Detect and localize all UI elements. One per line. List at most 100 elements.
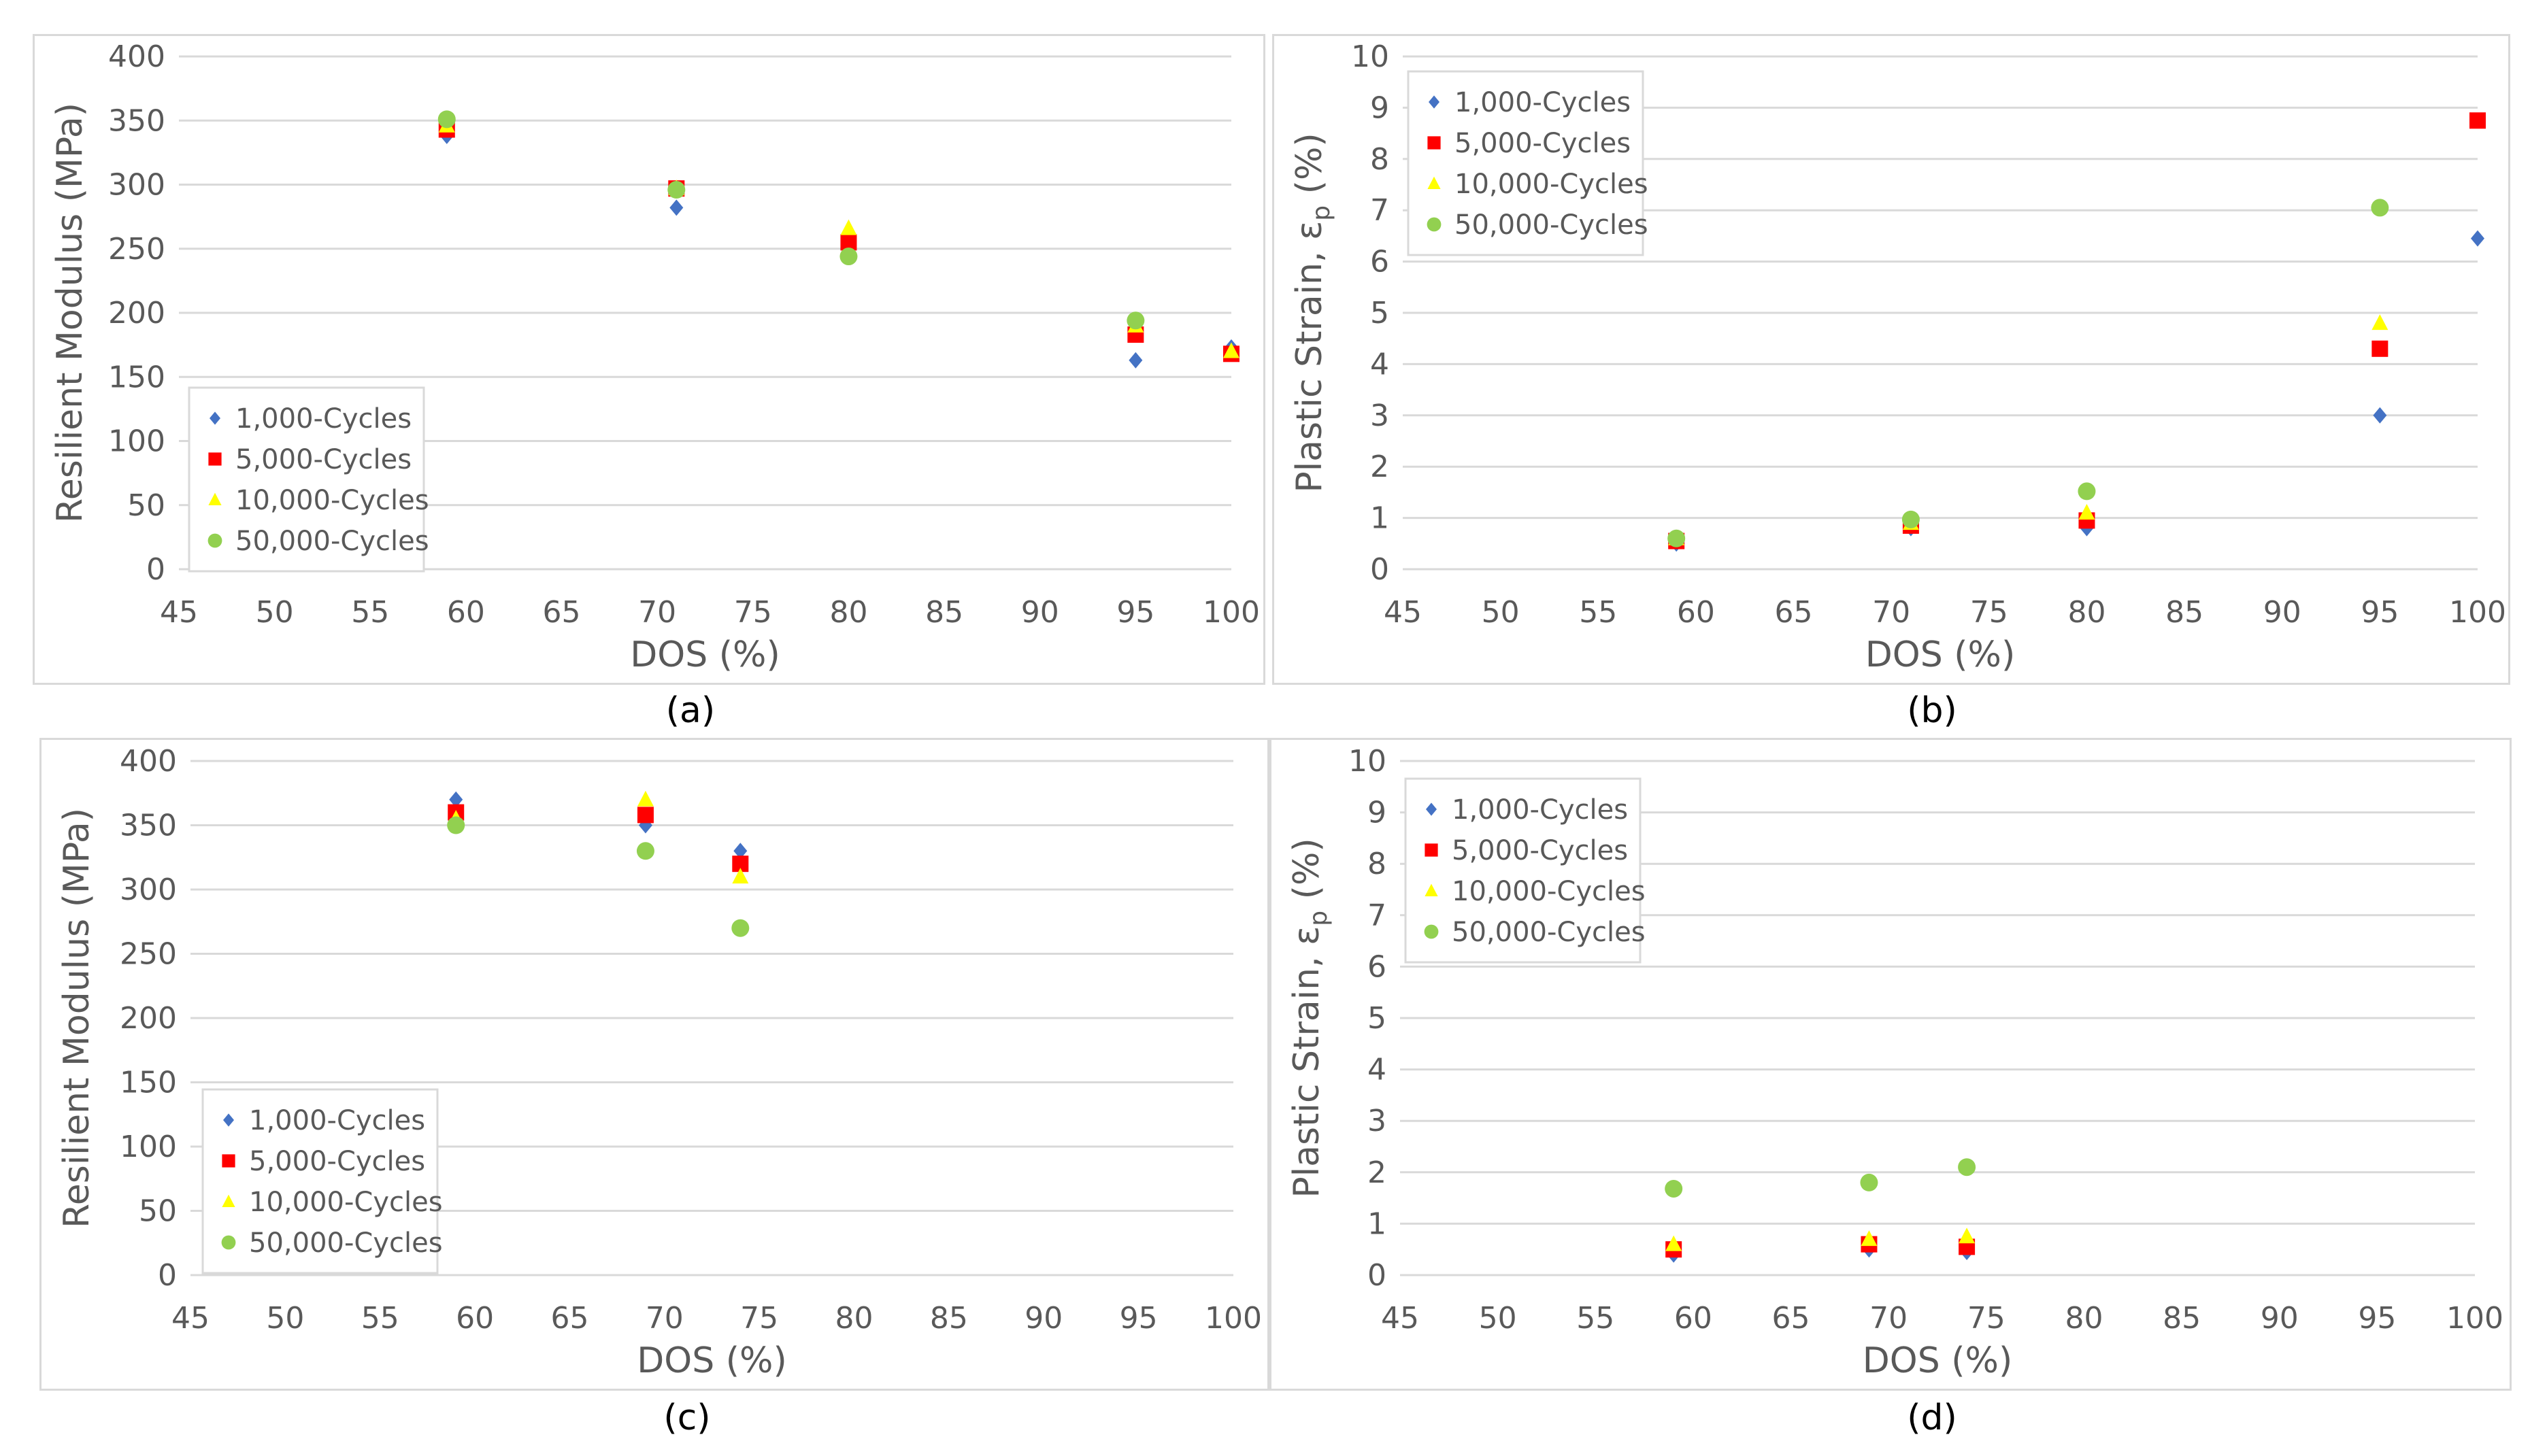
y-tick-label: 350 bbox=[120, 809, 177, 843]
x-tick-label: 95 bbox=[2358, 1301, 2396, 1336]
data-point bbox=[2078, 482, 2096, 501]
legend-box bbox=[1404, 777, 1642, 964]
legend-label: 10,000-Cycles bbox=[235, 485, 429, 516]
x-tick-label: 100 bbox=[2449, 595, 2506, 630]
y-tick-label: 2 bbox=[1370, 450, 1389, 484]
data-point bbox=[2373, 407, 2387, 424]
legend-label: 10,000-Cycles bbox=[249, 1187, 443, 1218]
x-tick-label: 65 bbox=[1772, 1301, 1810, 1336]
x-axis-title: DOS (%) bbox=[637, 1340, 787, 1381]
chart-a: 0 50 100 150 200 250 300 350 400 45 50 55 60 65 70 75 80… bbox=[50, 39, 1260, 675]
x-tick-label: 65 bbox=[543, 595, 581, 630]
y-tick-label: 100 bbox=[108, 424, 165, 459]
x-tick-label: 45 bbox=[1381, 1301, 1419, 1336]
data-point bbox=[447, 816, 465, 834]
legend: 1,000-Cycles 5,000-Cycles 10,000-Cycles 50,… bbox=[188, 386, 429, 573]
x-tick-label: 70 bbox=[1872, 595, 1910, 630]
y-axis: 0 1 2 3 4 5 6 7 8 9 10 bbox=[1348, 744, 1386, 1293]
data-points bbox=[437, 110, 1239, 369]
data-point bbox=[1665, 1235, 1682, 1251]
x-tick-label: 80 bbox=[2067, 595, 2105, 630]
chart-c: 0 50 100 150 200 250 300 350 400 45 50 55 60 65 70 75 80… bbox=[56, 744, 1262, 1381]
gridlines bbox=[1400, 760, 2475, 1276]
y-tick-label: 200 bbox=[120, 1001, 177, 1036]
y-tick-label: 50 bbox=[139, 1194, 177, 1229]
data-point bbox=[637, 790, 654, 807]
chart-c-frame bbox=[39, 738, 1269, 1391]
legend-marker bbox=[222, 1194, 235, 1207]
series-1-000-cycles bbox=[1667, 1241, 1974, 1263]
y-tick-label: 1 bbox=[1370, 501, 1389, 536]
data-point bbox=[732, 868, 749, 884]
series-50-000-cycles bbox=[1665, 1158, 1976, 1198]
legend-marker bbox=[210, 411, 220, 425]
y-tick-label: 150 bbox=[120, 1066, 177, 1100]
series-10-000-cycles bbox=[1668, 314, 2388, 545]
x-tick-label: 60 bbox=[447, 595, 485, 630]
x-tick-label: 50 bbox=[266, 1301, 304, 1336]
legend-label: 50,000-Cycles bbox=[249, 1228, 443, 1259]
data-points bbox=[1667, 112, 2486, 552]
x-axis: 45 50 55 60 65 70 75 80 85 90 95 100 bbox=[171, 1301, 1262, 1336]
data-point bbox=[1958, 1158, 1976, 1176]
x-tick-label: 75 bbox=[734, 595, 772, 630]
y-tick-label: 4 bbox=[1367, 1053, 1386, 1087]
x-tick-label: 95 bbox=[1120, 1301, 1158, 1336]
legend-box bbox=[1407, 70, 1644, 256]
y-tick-label: 7 bbox=[1367, 898, 1386, 933]
chart-a-frame bbox=[33, 34, 1265, 685]
x-axis: 45 50 55 60 65 70 75 80 85 90 95 100 bbox=[160, 595, 1260, 630]
legend-marker bbox=[207, 533, 222, 548]
series-10-000-cycles bbox=[438, 116, 1239, 358]
x-tick-label: 50 bbox=[1479, 1301, 1517, 1336]
series-10-000-cycles bbox=[448, 790, 749, 884]
data-point bbox=[1665, 1179, 1683, 1198]
x-tick-label: 100 bbox=[1203, 595, 1260, 630]
data-point bbox=[2469, 112, 2486, 129]
x-tick-label: 45 bbox=[171, 1301, 210, 1336]
x-tick-label: 80 bbox=[835, 1301, 873, 1336]
data-point bbox=[1127, 311, 1145, 330]
y-tick-label: 8 bbox=[1367, 847, 1386, 881]
data-point bbox=[1860, 1173, 1878, 1191]
y-tick-label: 3 bbox=[1367, 1104, 1386, 1138]
legend-label: 5,000-Cycles bbox=[1454, 128, 1631, 159]
panel-label-c: (c) bbox=[663, 1398, 711, 1438]
x-axis-title: DOS (%) bbox=[630, 634, 780, 675]
y-axis: 0 50 100 150 200 250 300 350 400 bbox=[108, 39, 165, 587]
y-tick-label: 5 bbox=[1367, 1001, 1386, 1036]
y-tick-label: 400 bbox=[108, 39, 165, 74]
series-5-000-cycles bbox=[438, 121, 1239, 362]
legend-box bbox=[201, 1088, 439, 1274]
y-tick-label: 2 bbox=[1367, 1155, 1386, 1190]
data-point bbox=[2371, 199, 2389, 217]
y-tick-label: 8 bbox=[1370, 142, 1389, 177]
legend-label: 5,000-Cycles bbox=[1452, 835, 1628, 866]
data-point bbox=[1959, 1228, 1976, 1244]
data-point bbox=[667, 181, 686, 199]
legend-label: 50,000-Cycles bbox=[1454, 209, 1648, 241]
series-10-000-cycles bbox=[1665, 1228, 1976, 1251]
x-tick-label: 55 bbox=[351, 595, 389, 630]
legend-label: 5,000-Cycles bbox=[249, 1146, 425, 1177]
x-tick-label: 75 bbox=[1970, 595, 2008, 630]
legend-marker bbox=[208, 492, 222, 505]
y-tick-label: 9 bbox=[1370, 90, 1389, 125]
x-tick-label: 60 bbox=[1674, 1301, 1712, 1336]
data-point bbox=[2371, 314, 2388, 331]
x-tick-label: 50 bbox=[1482, 595, 1520, 630]
y-tick-label: 6 bbox=[1367, 949, 1386, 984]
y-tick-label: 7 bbox=[1370, 193, 1389, 228]
x-tick-label: 85 bbox=[2165, 595, 2203, 630]
x-tick-label: 55 bbox=[1576, 1301, 1614, 1336]
x-tick-label: 55 bbox=[361, 1301, 399, 1336]
legend-label: 1,000-Cycles bbox=[235, 403, 412, 435]
x-tick-label: 85 bbox=[930, 1301, 968, 1336]
x-tick-label: 55 bbox=[1579, 595, 1617, 630]
y-tick-label: 3 bbox=[1370, 399, 1389, 433]
x-tick-label: 70 bbox=[1869, 1301, 1908, 1336]
x-tick-label: 70 bbox=[638, 595, 676, 630]
y-axis-title: Resilient Modulus (MPa) bbox=[50, 103, 90, 523]
